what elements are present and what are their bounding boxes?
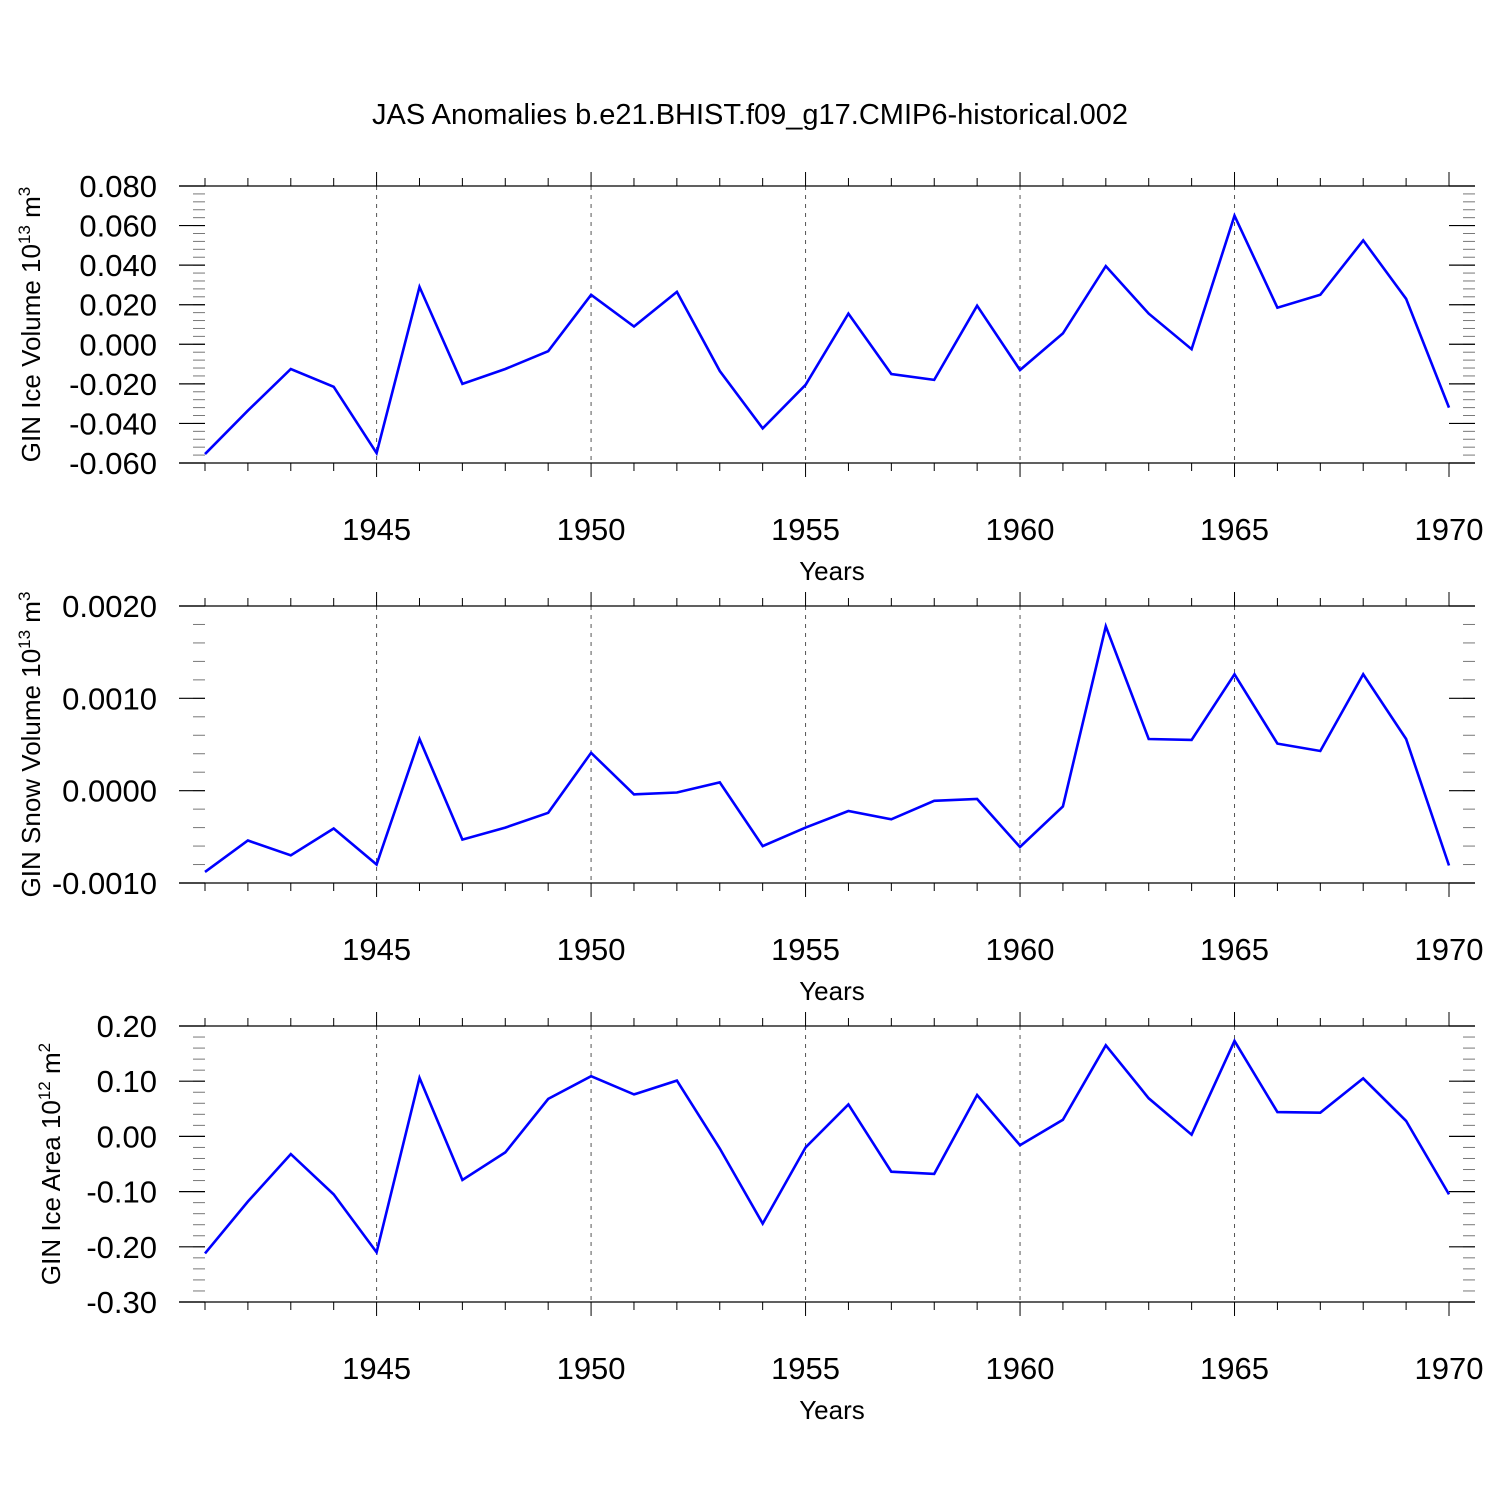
- y-tick-label: 0.20: [97, 1009, 157, 1044]
- x-tick-label: 1955: [771, 512, 840, 547]
- y-tick-label: -0.040: [69, 406, 157, 441]
- y-tick-label: -0.10: [86, 1175, 157, 1210]
- y-tick-label: 0.020: [79, 288, 157, 323]
- x-axis-label: Years: [799, 1395, 865, 1425]
- series-line: [203, 1038, 1451, 1256]
- x-tick-label: 1965: [1200, 512, 1269, 547]
- y-tick-label: -0.060: [69, 446, 157, 481]
- series-line: [204, 621, 1451, 873]
- y-tick-label: -0.020: [69, 367, 157, 402]
- y-tick-label: 0.10: [97, 1064, 157, 1099]
- x-axis-label: Years: [799, 556, 865, 586]
- x-tick-label: 1970: [1415, 1351, 1484, 1386]
- y-axis-label: GIN Ice Area 1012 m2: [35, 1043, 66, 1285]
- x-tick-label: 1960: [986, 512, 1055, 547]
- x-tick-label: 1970: [1415, 932, 1484, 967]
- x-tick-label: 1960: [986, 1351, 1055, 1386]
- x-tick-label: 1965: [1200, 932, 1269, 967]
- y-tick-label: -0.30: [86, 1285, 157, 1320]
- y-tick-label: 0.060: [79, 209, 157, 244]
- y-tick-label: 0.080: [79, 169, 157, 204]
- y-tick-label: 0.00: [97, 1119, 157, 1154]
- x-tick-label: 1950: [557, 512, 626, 547]
- y-axis-label: GIN Ice Volume 1013 m3: [15, 187, 46, 463]
- chart-panel-2: -0.0010 0.0000 0.0010 0.0020 1945 1950 1955 196…: [15, 589, 1483, 1006]
- y-tick-label: 0.000: [79, 327, 157, 362]
- x-tick-label: 1950: [557, 1351, 626, 1386]
- y-tick-label: 0.040: [79, 248, 157, 283]
- x-axis-label: Years: [799, 976, 865, 1006]
- y-tick-label: 0.0020: [62, 589, 157, 624]
- series-line: [204, 212, 1451, 457]
- x-tick-label: 1945: [342, 1351, 411, 1386]
- x-tick-label: 1965: [1200, 1351, 1269, 1386]
- y-tick-label: 0.0000: [62, 774, 157, 809]
- y-axis-label: GIN Snow Volume 1013 m3: [15, 592, 46, 898]
- x-tick-label: 1945: [342, 932, 411, 967]
- x-tick-label: 1950: [557, 932, 626, 967]
- x-tick-label: 1970: [1415, 512, 1484, 547]
- chart-panel-3: -0.30 -0.20 -0.10 0.00 0.10 0.20 1945 1950 1955 1…: [35, 1009, 1483, 1425]
- chart-title: JAS Anomalies b.e21.BHIST.f09_g17.CMIP6-…: [372, 99, 1128, 131]
- y-tick-label: -0.20: [86, 1230, 157, 1265]
- y-tick-label: 0.0010: [62, 681, 157, 716]
- x-tick-label: 1960: [986, 932, 1055, 967]
- x-tick-label: 1955: [771, 932, 840, 967]
- x-tick-label: 1945: [342, 512, 411, 547]
- x-tick-label: 1955: [771, 1351, 840, 1386]
- chart-panel-1: -0.060 -0.040 -0.020 0.000 0.020 0.040 0.060 0.…: [15, 169, 1483, 586]
- y-tick-label: -0.0010: [52, 866, 157, 901]
